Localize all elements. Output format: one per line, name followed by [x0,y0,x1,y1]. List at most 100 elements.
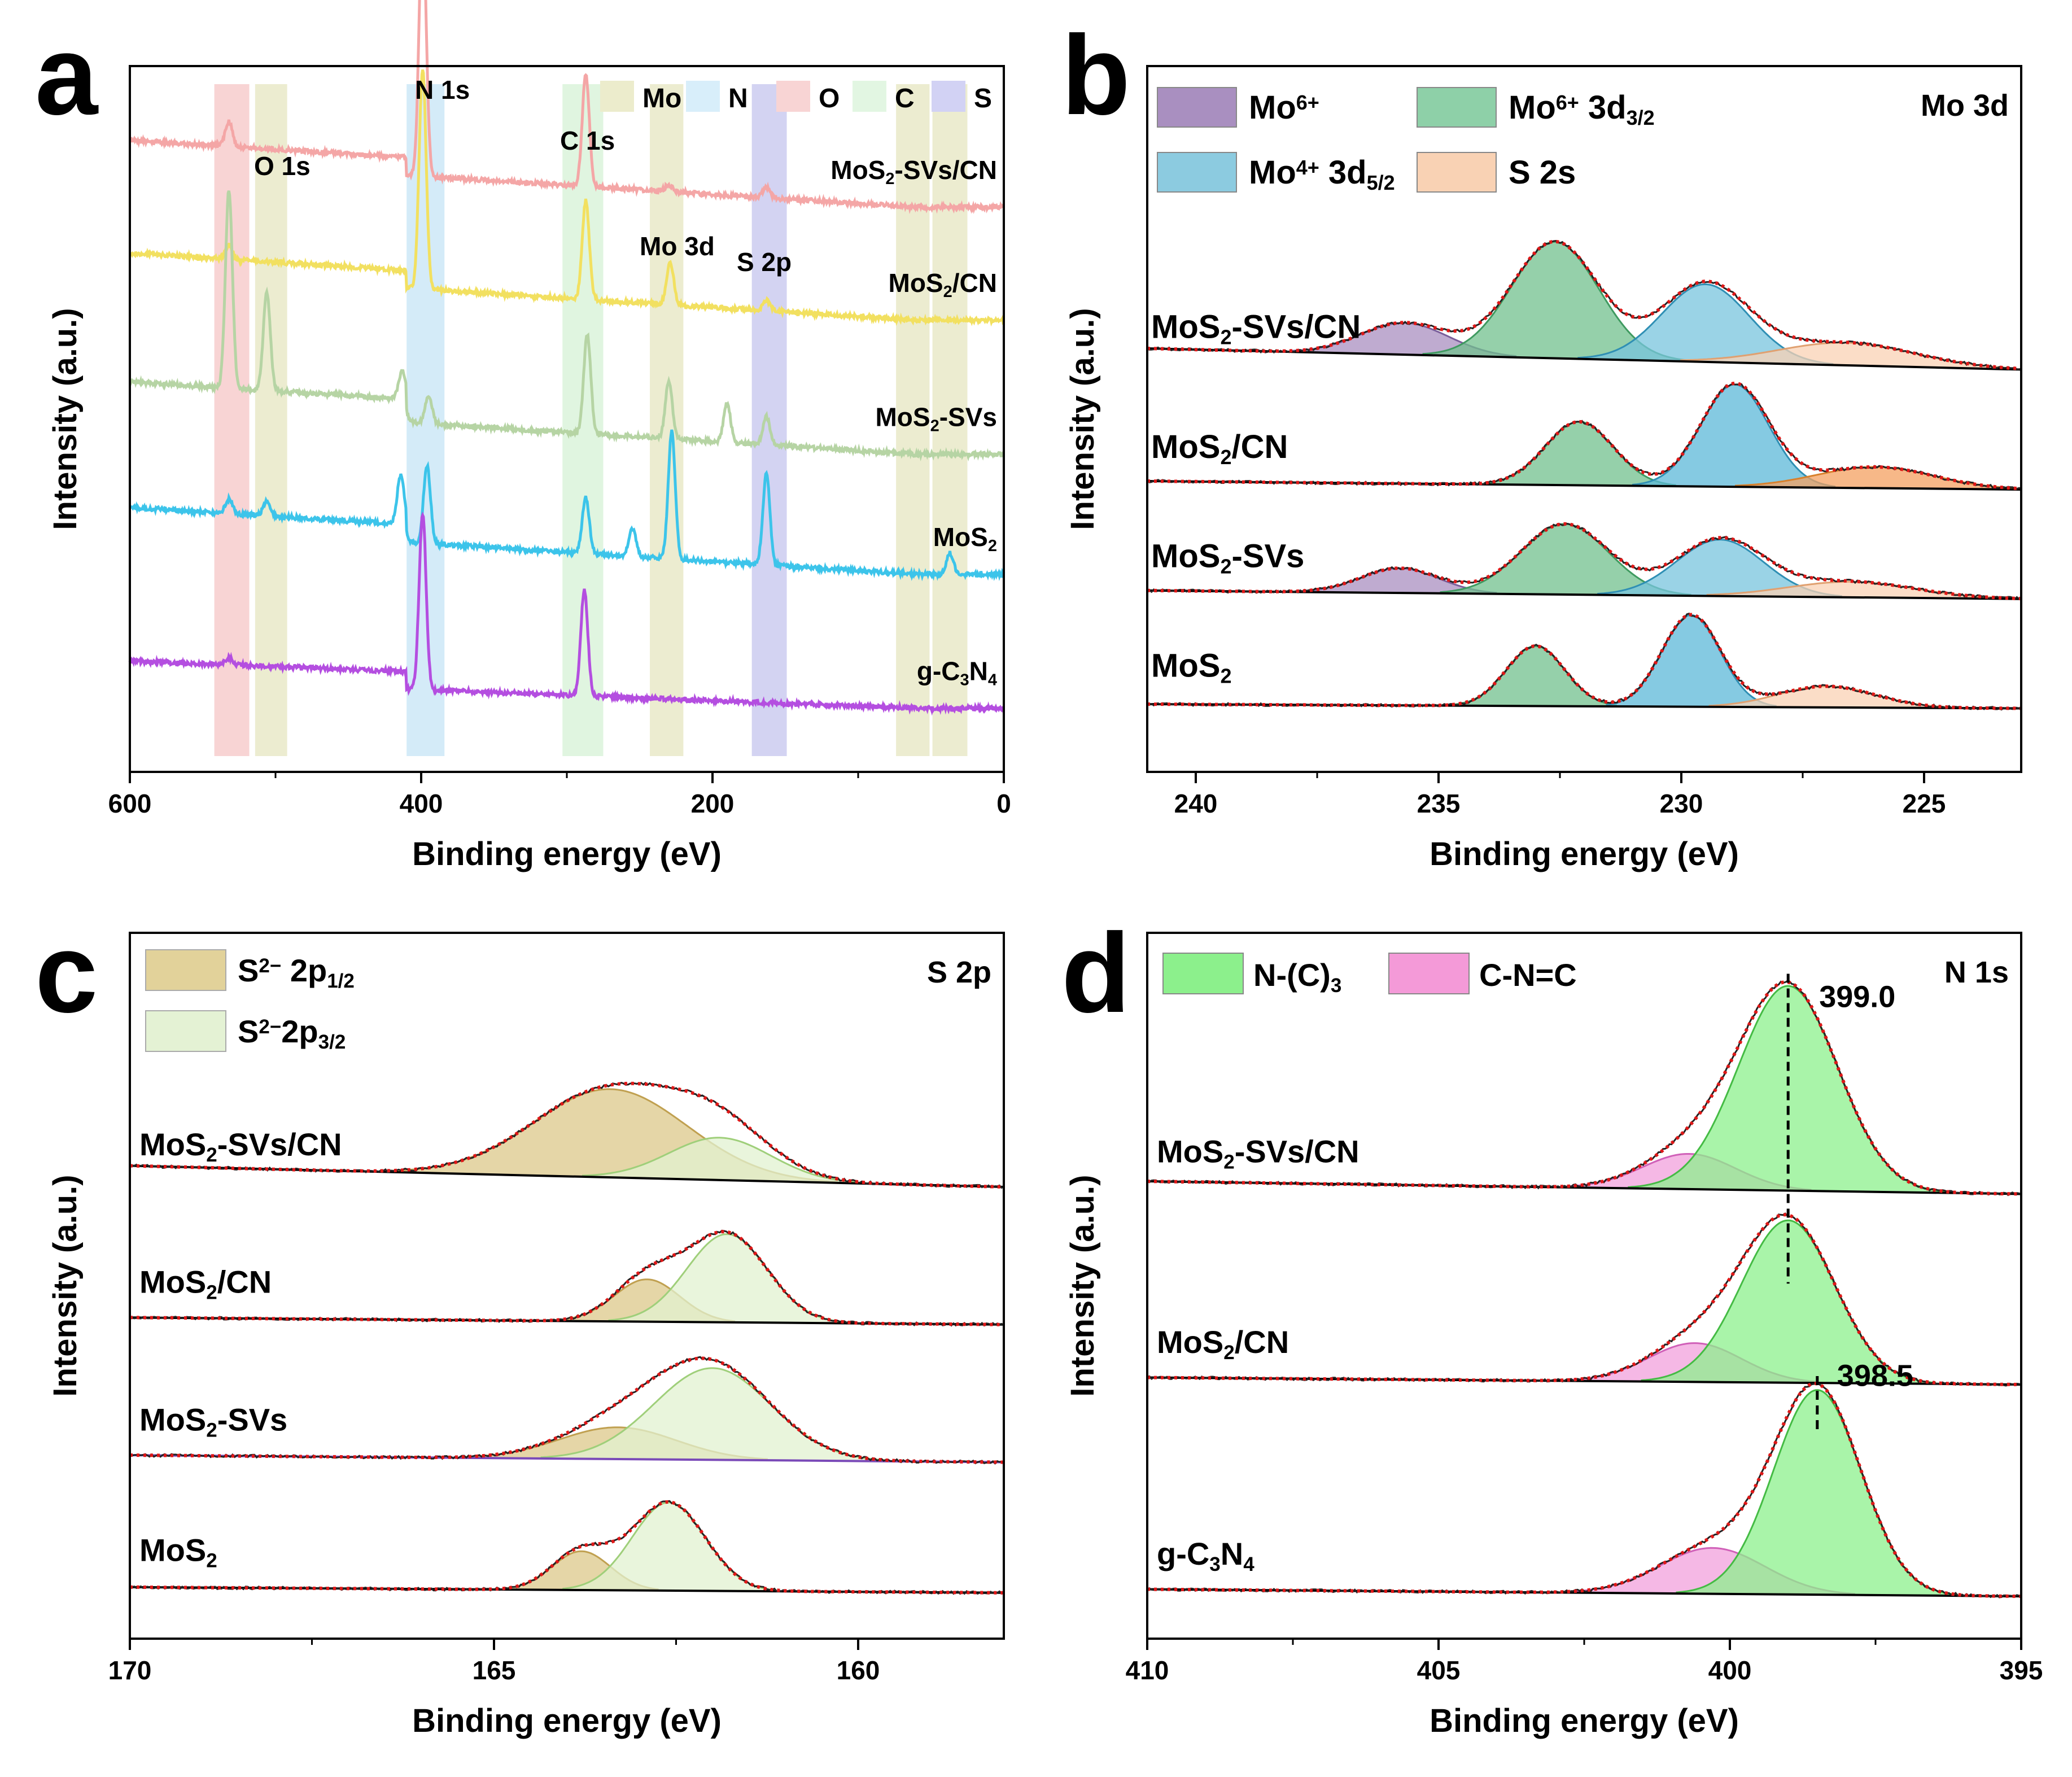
legend-label: Mo4+ 3d5/2 [1249,154,1395,194]
legend-swatch [1157,87,1237,128]
fit-component-area [1440,523,1691,596]
survey-line [128,511,1004,716]
y-axis-title: Intensity (a.u.) [47,308,84,530]
panel-title: N 1s [1944,955,2009,989]
legend-label: S2−2p3/2 [238,1014,346,1053]
panel-letter-c: c [35,910,98,1036]
y-axis-title: Intensity (a.u.) [47,1175,84,1396]
highlight-band-o [214,84,250,756]
legend-swatch [145,949,226,991]
sample-label: MoS2/CN [139,1264,272,1304]
fit-envelope [1147,381,2022,491]
x-tick-label: 400 [400,789,443,818]
sample-label: MoS2-SVs [1151,538,1304,578]
legend-swatch [1417,87,1497,128]
legend-label: N [728,84,748,113]
legend-label: C [895,84,915,113]
x-axis-title: Binding energy (eV) [1430,836,1739,872]
raw-spectrum [1147,1212,2022,1387]
legend-swatch [1417,152,1497,193]
fit-component-area [1632,384,1836,488]
fit-component-area [562,1502,777,1592]
x-tick-label: 240 [1174,789,1218,818]
fit-component-area [1676,1390,1958,1596]
region-label: O 1s [254,151,311,181]
plot-frame-b [1146,65,2022,773]
legend-label: S 2s [1509,154,1576,191]
legend-swatch [853,81,886,112]
panel-letter-d: d [1061,910,1130,1036]
sample-label: MoS2-SVs/CN [1157,1133,1360,1173]
x-tick-label: 225 [1903,789,1946,818]
region-label: N 1s [415,75,470,104]
sample-label: MoS2-SVs/CN [830,155,997,188]
region-label: S 2p [737,247,792,277]
legend-swatch [1162,953,1244,994]
fit-component-area [1484,421,1676,487]
fit-component-area [582,1137,858,1184]
fit-component-area [1597,539,1842,597]
legend-label: Mo6+ [1249,89,1319,126]
panel-letter-b: b [1061,12,1130,138]
plot-frame-c [129,932,1005,1640]
y-axis-title: Intensity (a.u.) [1064,308,1101,530]
panel-a: MoS2-SVs/CN MoS2/CN MoS2-SVs MoS2 g-C3N4 O 1s… [47,0,1011,872]
survey-line [128,429,1006,582]
legend-swatch [776,81,810,112]
panel-c: MoS2-SVs/CN MoS2/CN MoS2-SVs MoS2 S 2p 170 165… [47,932,1005,1739]
region-label: Mo 3d [640,232,715,261]
fit-component-area [608,1234,845,1324]
panel-b: MoS2-SVs/CN MoS2/CN MoS2-SVs MoS2 Mo 3d 240 23… [1064,65,2022,872]
panel-d: MoS2-SVs/CN MoS2/CN g-C3N4 N 1s 410 405 400 395… [1064,932,2043,1739]
x-tick-label: 200 [691,789,735,818]
legend-label: S [974,84,992,113]
legend-label: C-N=C [1479,957,1577,993]
sample-label: MoS2-SVs/CN [139,1127,342,1166]
fit-component-area [1577,284,1834,365]
sample-label: MoS2/CN [1151,429,1288,469]
fit-envelope [130,1500,1004,1595]
x-tick-label: 410 [1126,1656,1169,1685]
y-axis-title: Intensity (a.u.) [1064,1175,1101,1396]
x-tick-label: 170 [108,1656,152,1685]
legend-swatch [1157,152,1237,193]
fit-component-area [1606,615,1777,708]
highlight-band-c [562,84,604,756]
fit-component-area [1422,242,1687,362]
x-tick-label: 405 [1417,1656,1461,1685]
region-label: C 1s [560,126,615,155]
x-tick-label: 0 [996,789,1011,818]
sample-label: MoS2/CN [1157,1324,1289,1364]
legend-label: O [819,84,840,113]
sample-label: MoS2/CN [889,268,997,301]
sample-label: MoS2 [1151,647,1231,687]
x-tick-label: 160 [837,1656,880,1685]
sample-label: g-C3N4 [917,657,997,689]
highlight-band-mo [255,84,287,756]
survey-line [129,69,1005,327]
panel-title: S 2p [927,955,991,989]
highlight-band-mo [650,84,684,756]
fit-component-area [1735,467,2017,490]
x-axis-title: Binding energy (eV) [412,836,722,872]
fit-component-area [540,1368,886,1461]
legend-swatch [932,81,965,112]
sample-label: MoS2-SVs [139,1401,287,1441]
panel-title: Mo 3d [1921,89,2009,123]
highlight-band-mo [896,84,930,756]
fit-envelope [1147,1213,2021,1386]
fit-envelope [1147,1382,2021,1598]
legend-swatch [1388,953,1470,994]
fit-component-area [1706,582,1997,599]
x-tick-label: 235 [1417,789,1461,818]
fit-envelope [1147,980,2022,1196]
raw-spectrum [129,1356,1004,1465]
legend-swatch [686,81,720,112]
raw-spectrum [1147,612,2022,711]
fit-component-area [1708,686,1945,708]
survey-line [128,190,1005,462]
sample-label: g-C3N4 [1157,1536,1254,1575]
legend-label: N-(C)3 [1253,957,1341,997]
survey-line [129,0,1005,215]
